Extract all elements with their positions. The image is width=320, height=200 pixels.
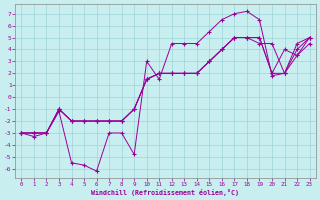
X-axis label: Windchill (Refroidissement éolien,°C): Windchill (Refroidissement éolien,°C) <box>92 189 239 196</box>
